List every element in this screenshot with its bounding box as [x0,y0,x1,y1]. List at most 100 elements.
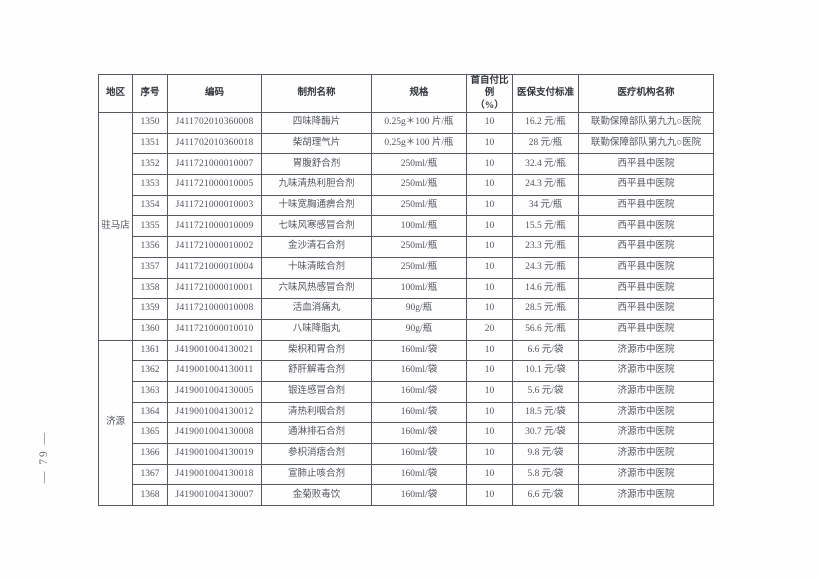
standard-cell: 5.8 元/袋 [512,463,579,486]
standard-cell: 32.4 元/瓶 [512,153,579,176]
org-cell: 西平县中医院 [578,236,714,258]
code-cell: J411721000010008 [167,298,262,320]
serial-cell: 1355 [132,215,168,238]
standard-cell: 30.7 元/袋 [512,422,579,445]
spec-cell: 160ml/袋 [371,380,467,403]
serial-cell: 1363 [132,380,168,403]
name-cell: 金沙清石合剂 [261,236,372,258]
org-cell: 济源市中医院 [578,380,714,403]
ratio-cell: 10 [466,112,513,134]
region-cell: 驻马店 [98,112,133,341]
org-cell: 济源市中医院 [578,443,714,465]
org-cell: 联勤保障部队第九九○医院 [578,132,714,155]
org-cell: 济源市中医院 [578,401,714,424]
code-cell: J411721000010010 [167,318,262,341]
code-cell: J411721000010005 [167,174,262,196]
code-cell: J419001004130012 [167,401,262,424]
name-cell: 舒肝解毒合剂 [261,360,372,382]
ratio-cell: 10 [466,360,513,382]
column-header: 医疗机构名称 [578,73,714,114]
serial-cell: 1354 [132,194,168,217]
code-cell: J419001004130019 [167,443,262,465]
table-row: 1367 J419001004130018 宣肺止咳合剂 160ml/袋 10 5.8 元… [99,463,714,486]
standard-cell: 24.3 元/瓶 [512,256,579,279]
page-number: — 79 — [26,410,62,504]
ratio-cell: 10 [466,174,513,196]
ratio-cell: 20 [466,318,513,341]
org-cell: 西平县中医院 [578,256,714,279]
table-row: 1357 J411721000010004 十味清眩合剂 250ml/瓶 10 24.3 … [99,256,714,279]
standard-cell: 28.5 元/瓶 [512,298,579,320]
spec-cell: 90g/瓶 [371,298,467,320]
standard-cell: 9.8 元/袋 [512,443,579,465]
spec-cell: 100ml/瓶 [371,215,467,238]
table-row: 1359 J411721000010008 活血消痛丸 90g/瓶 10 28.5 元/瓶… [99,298,714,320]
ratio-cell: 10 [466,484,513,507]
org-cell: 西平县中医院 [578,215,714,238]
code-cell: J411721000010001 [167,277,262,300]
name-cell: 活血消痛丸 [261,298,372,320]
spec-cell: 250ml/瓶 [371,256,467,279]
code-cell: J411721000010002 [167,236,262,258]
table-row: 1355 J411721000010009 七味风寒感冒合剂 100ml/瓶 10 15.… [99,215,714,238]
code-cell: J419001004130011 [167,360,262,382]
name-cell: 六味风热感冒合剂 [261,277,372,300]
name-cell: 参枳消痞合剂 [261,443,372,465]
org-cell: 西平县中医院 [578,174,714,196]
org-cell: 西平县中医院 [578,318,714,341]
spec-cell: 250ml/瓶 [371,153,467,176]
standard-cell: 23.3 元/瓶 [512,236,579,258]
spec-cell: 160ml/袋 [371,339,467,362]
spec-cell: 90g/瓶 [371,318,467,341]
serial-cell: 1353 [132,174,168,196]
ratio-cell: 10 [466,215,513,238]
standard-cell: 56.6 元/瓶 [512,318,579,341]
serial-cell: 1368 [132,484,168,507]
org-cell: 济源市中医院 [578,360,714,382]
name-cell: 柴胡理气片 [261,132,372,155]
code-cell: J411721000010004 [167,256,262,279]
ratio-cell: 10 [466,194,513,217]
column-header: 制剂名称 [261,73,372,114]
name-cell: 清热利咽合剂 [261,401,372,424]
serial-cell: 1359 [132,298,168,320]
column-header: 首自付比例 （%） [466,73,513,114]
table-row: 1353 J411721000010005 九味清热利胆合剂 250ml/瓶 10 24.… [99,174,714,196]
page-number-label: — 79 — [38,430,50,484]
table-row: 1368 J419001004130007 金菊败毒饮 160ml/袋 10 6.6 元/… [99,484,714,507]
spec-cell: 160ml/袋 [371,360,467,382]
standard-cell: 6.6 元/袋 [512,339,579,362]
spec-cell: 250ml/瓶 [371,174,467,196]
standard-cell: 10.1 元/袋 [512,360,579,382]
name-cell: 十味清眩合剂 [261,256,372,279]
table-row: 1365 J419001004130008 通淋排石合剂 160ml/袋 10 30.7 … [99,422,714,445]
spec-cell: 0.25g＊100 片/瓶 [371,132,467,155]
serial-cell: 1361 [132,339,168,362]
serial-cell: 1367 [132,463,168,486]
org-cell: 西平县中医院 [578,298,714,320]
column-header: 规格 [371,73,467,114]
standard-cell: 5.6 元/袋 [512,380,579,403]
name-cell: 金菊败毒饮 [261,484,372,507]
org-cell: 西平县中医院 [578,153,714,176]
serial-cell: 1358 [132,277,168,300]
table-row: 济源 1361 J419001004130021 柴枳和胃合剂 160ml/袋 10 6.6… [98,339,714,507]
ratio-cell: 10 [466,132,513,155]
spec-cell: 100ml/瓶 [371,277,467,300]
serial-cell: 1364 [132,401,168,424]
ratio-cell: 10 [466,380,513,403]
table-row: 1360 J411721000010010 八味降脂丸 90g/瓶 20 56.6 元/瓶… [99,318,714,341]
ratio-cell: 10 [466,339,513,362]
table-row: 1354 J411721000010003 十味宽胸通痹合剂 250ml/瓶 10 34 … [99,194,714,217]
spec-cell: 160ml/袋 [371,422,467,445]
standard-cell: 28 元/瓶 [512,132,579,155]
serial-cell: 1366 [132,443,168,465]
name-cell: 十味宽胸通痹合剂 [261,194,372,217]
spec-cell: 160ml/袋 [371,443,467,465]
org-cell: 联勤保障部队第九九○医院 [578,112,714,134]
org-cell: 济源市中医院 [578,463,714,486]
ratio-cell: 10 [466,298,513,320]
column-header: 序号 [132,73,168,114]
serial-cell: 1350 [132,112,168,134]
